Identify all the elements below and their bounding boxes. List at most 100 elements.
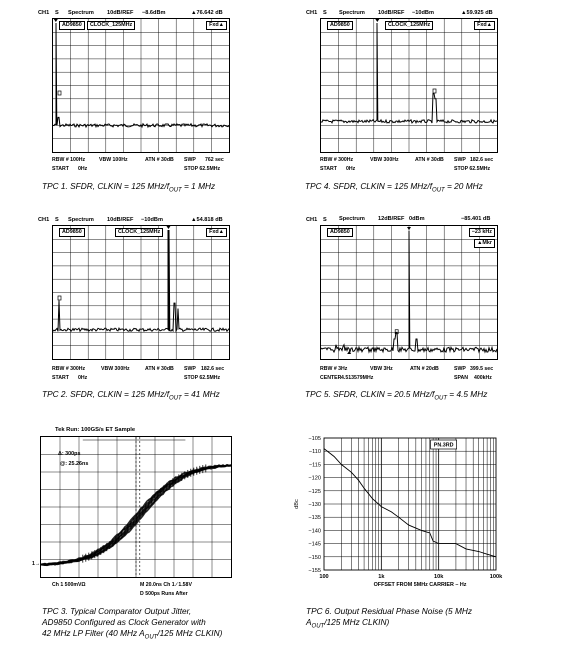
tpc2-rbw: RBW # 300Hz xyxy=(52,366,86,372)
tpc6-caption-l1: TPC 6. Output Residual Phase Noise (5 MH… xyxy=(306,606,473,616)
tpc2-clock: CLOCK_125MHz xyxy=(115,228,164,237)
svg5-trace xyxy=(320,230,498,354)
svg6-ylabel: dBc xyxy=(294,499,300,509)
tpc2-swp: SWP xyxy=(184,366,196,372)
tpc4-scale: 10dB/REF xyxy=(378,10,405,16)
tpc1-mode: Spectrum xyxy=(68,10,94,16)
tpc5-ref: 0dBm xyxy=(409,216,425,222)
tpc5-swp-val: 399.5 sec xyxy=(470,366,494,372)
tpc1-spectrum xyxy=(52,19,230,152)
tpc5-center-val: 4.513579MHz xyxy=(341,375,374,381)
tpc5-center: CENTER xyxy=(320,375,342,381)
tpc3-time: M 20.0ns Ch 1 ∕ 1.58V xyxy=(140,582,192,588)
tpc3-caption-l2: AD9850 Configured as Clock Generator wit… xyxy=(42,617,206,627)
tpc2-start: START xyxy=(52,375,69,381)
svg6-series-line xyxy=(323,448,497,558)
tpc4-start: START xyxy=(320,166,337,172)
tpc2-start-val: 0Hz xyxy=(78,375,88,381)
tpc3-caption-l3: 42 MHz LP Filter (40 MHz AOUT/125 MHz CL… xyxy=(42,628,223,641)
tpc5-atn: ATN # 20dB xyxy=(410,366,439,372)
tpc3-delta: Δ: 300ps xyxy=(58,451,81,457)
tpc4-marker: ▲59.925 dB xyxy=(461,10,493,16)
svg4-trace xyxy=(320,22,498,125)
tpc5-marker: −85.401 dB xyxy=(461,216,491,222)
tpc5-screen: AD9850 −23 kHz ▲Mkr xyxy=(320,225,498,360)
tpc1-scale: 10dB/REF xyxy=(107,10,134,16)
tpc1-screen: AD9850 CLOCK_125MHz Fxd▲ xyxy=(52,18,230,153)
svg1-spur-marker xyxy=(57,90,62,96)
tpc2-mode: Spectrum xyxy=(68,217,94,223)
tpc1-stop: STOP 62.5MHz xyxy=(184,166,221,172)
tpc3-gnd: 1→ xyxy=(32,561,41,567)
svg4-spur-marker xyxy=(432,88,437,94)
tpc1-ch: CH1 xyxy=(38,10,50,16)
tpc3-title: Tek Run: 100GS/s ET Sample xyxy=(55,427,136,433)
tpc1-fxd: Fxd▲ xyxy=(206,21,227,30)
tpc3-screen: Δ: 300ps @: 25.26ns xyxy=(40,436,232,578)
svg6-ytick-label: −150 xyxy=(308,555,321,561)
tpc4-rbw: RBW # 300Hz xyxy=(320,157,354,163)
svg6-legend-box xyxy=(430,439,457,450)
tpc6-caption-l2: AOUT/125 MHz CLKIN) xyxy=(306,617,390,630)
tpc1-marker: ▲76.642 dB xyxy=(191,10,223,16)
tpc4-ref: −10dBm xyxy=(412,10,434,16)
tpc1-ref: −8.6dBm xyxy=(142,10,166,16)
tpc1-swp: SWP xyxy=(184,157,196,163)
tpc1-start-val: 0Hz xyxy=(78,166,88,172)
tpc5-s: S xyxy=(323,217,327,223)
tpc2-ch: CH1 xyxy=(38,217,50,223)
tpc4-fxd: Fxd▲ xyxy=(474,21,495,30)
svg6-legend-label: PN.3RD xyxy=(434,443,454,449)
tpc2-marker: ▲54.818 dB xyxy=(191,217,223,223)
tpc2-swp-val: 182.6 sec xyxy=(201,366,225,372)
tpc5-caption: TPC 5. SFDR, CLKIN = 20.5 MHz/fOUT = 4.5… xyxy=(305,389,488,402)
svg5-spur-marker xyxy=(394,329,399,335)
svg1-trace xyxy=(52,22,230,129)
tpc4-s: S xyxy=(323,10,327,16)
svg5-fundamental-marker xyxy=(407,227,411,230)
tpc4-device: AD9850 xyxy=(327,21,353,30)
tpc4-vbw: VBW 300Hz xyxy=(370,157,399,163)
tpc1-device: AD9850 xyxy=(59,21,85,30)
tpc4-clock: CLOCK_125MHz xyxy=(385,21,434,30)
tpc5-rbw: RBW # 3Hz xyxy=(320,366,348,372)
svg6-ytick-label: −155 xyxy=(308,568,321,574)
tpc1-vbw: VBW 100Hz xyxy=(99,157,128,163)
tpc6-chart: −105 −110 −115 −120 −125 −130 −135 −140 −145 −150… xyxy=(294,436,503,588)
tpc2-spectrum xyxy=(52,226,230,359)
tpc1-swp-val: 762 sec xyxy=(205,157,224,163)
tpc5-mode: Spectrum xyxy=(339,216,365,222)
svg6-xtick-label: 1k xyxy=(378,574,385,580)
svg6-ytick-label: −115 xyxy=(309,462,321,468)
tpc2-atn: ATN # 30dB xyxy=(145,366,174,372)
svg6-xtick-label: 100k xyxy=(490,574,503,580)
tpc1-clock: CLOCK_125MHz xyxy=(87,21,136,30)
tpc3-caption-l1: TPC 3. Typical Comparator Output Jitter, xyxy=(42,606,192,616)
tpc5-swp: SWP xyxy=(454,366,466,372)
svg6-ytick-label: −140 xyxy=(308,528,321,534)
tpc1-s: S xyxy=(55,10,59,16)
tpc1-rbw: RBW # 100Hz xyxy=(52,157,86,163)
tpc4-start-val: 0Hz xyxy=(346,166,356,172)
tpc2-vbw: VBW 300Hz xyxy=(101,366,130,372)
tpc3-waveform xyxy=(40,437,232,577)
tpc1-caption: TPC 1. SFDR, CLKIN = 125 MHz/fOUT = 1 MH… xyxy=(42,181,216,194)
tpc2-stop: STOP 62.5MHz xyxy=(184,375,221,381)
tpc4-swp: SWP xyxy=(454,157,466,163)
tpc2-fxd: Fxd▲ xyxy=(206,228,227,237)
tpc3-d: D 500ps Runs After xyxy=(140,591,188,597)
svg6-xtick-label: 10k xyxy=(434,574,444,580)
tpc3-ch1: Ch 1 500mVΩ xyxy=(52,582,86,588)
tpc5-span: SPAN xyxy=(454,375,469,381)
svg6-ytick-label: −105 xyxy=(308,436,321,442)
svg4-fundamental-marker xyxy=(375,19,380,22)
svg6-ytick-label: −145 xyxy=(308,542,321,548)
svg6-ytick-label: −130 xyxy=(308,502,321,508)
tpc2-caption: TPC 2. SFDR, CLKIN = 125 MHz/fOUT = 41 M… xyxy=(42,389,220,402)
svg6-xtick-label: 100 xyxy=(319,574,328,580)
svg6-ytick-label: −135 xyxy=(308,515,321,521)
tpc4-mode: Spectrum xyxy=(339,10,365,16)
svg2-spur-marker xyxy=(57,295,62,301)
tpc5-span-val: 400kHz xyxy=(474,375,492,381)
tpc5-scale: 12dB/REF xyxy=(378,216,405,222)
